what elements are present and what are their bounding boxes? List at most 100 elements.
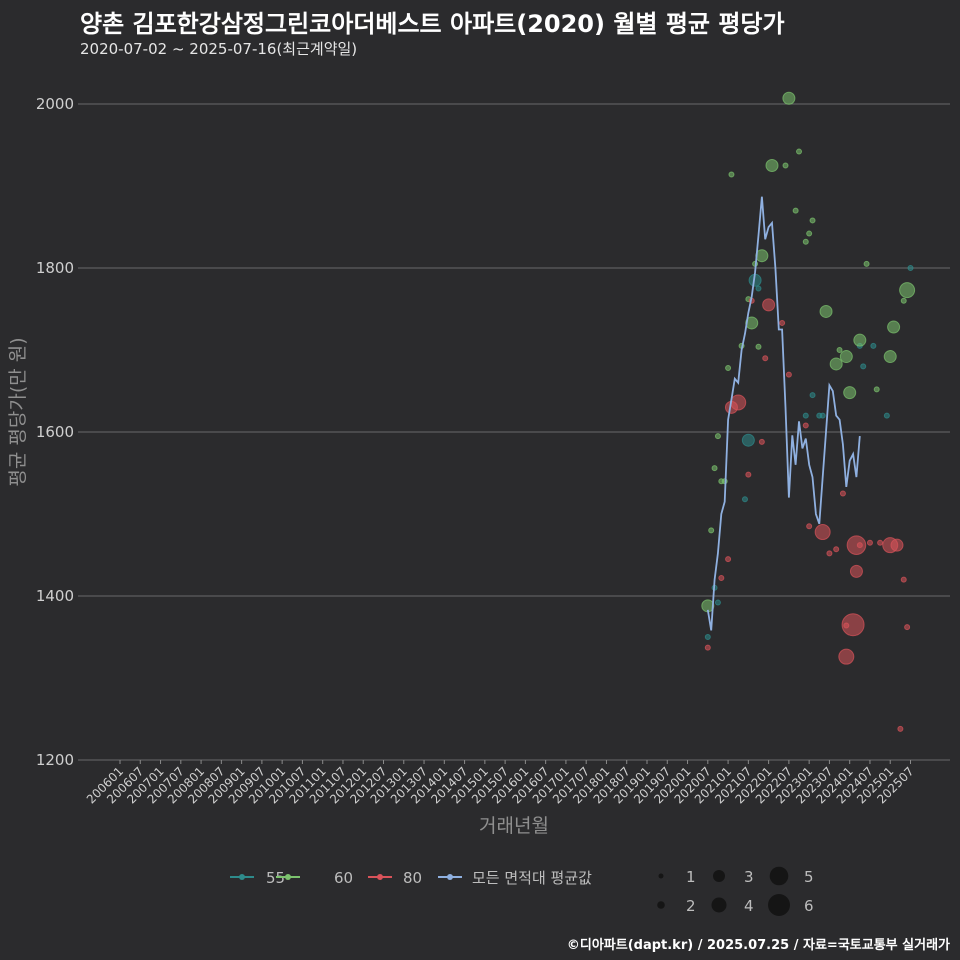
data-point-60 — [883, 350, 897, 364]
data-point-60 — [900, 297, 907, 304]
data-point-60 — [839, 350, 853, 364]
data-point-60 — [765, 159, 779, 172]
data-point-60 — [829, 357, 843, 371]
point-layer — [701, 91, 916, 732]
size-legend-dot — [657, 901, 665, 909]
data-point-80 — [866, 539, 873, 546]
data-point-80 — [762, 298, 776, 312]
legend-item-s80: 80 — [368, 869, 422, 887]
chart-subtitle: 2020-07-02 ~ 2025-07-16(최근계약일) — [80, 40, 358, 58]
legend-marker — [377, 874, 383, 880]
data-point-80 — [762, 355, 769, 362]
data-point-60 — [836, 347, 843, 353]
size-legend-label: 1 — [686, 868, 696, 886]
size-legend-dot — [713, 870, 725, 882]
size-legend-dot — [658, 873, 664, 879]
data-point-60 — [843, 386, 857, 400]
data-point-55 — [907, 265, 914, 271]
data-point-55 — [741, 496, 748, 503]
x-tick-layer: 2006012006072007012007072008012008072009… — [84, 760, 917, 807]
y-axis-title: 평균 평당가(만 원) — [7, 337, 29, 486]
data-point-60 — [745, 316, 759, 330]
size-legend-label: 3 — [744, 868, 754, 886]
grid-layer — [78, 103, 950, 761]
data-point-80 — [877, 539, 884, 546]
data-point-55 — [802, 412, 809, 419]
legend-label: 60 — [334, 869, 353, 887]
data-point-60 — [853, 333, 867, 347]
data-point-60 — [792, 207, 799, 214]
legend-item-s55: 55 — [230, 869, 285, 887]
average-line — [706, 196, 861, 631]
y-tick-label: 1600 — [36, 423, 74, 441]
data-point-80 — [897, 725, 904, 732]
legend-label: 모든 면적대 평균값 — [472, 869, 592, 887]
data-point-60 — [887, 320, 901, 334]
data-point-60 — [782, 91, 796, 105]
data-point-80 — [838, 648, 855, 665]
data-point-80 — [904, 624, 911, 631]
y-tick-label: 2000 — [36, 95, 74, 113]
legend-label: 55 — [266, 869, 285, 887]
y-tick-label: 1800 — [36, 259, 74, 277]
size-legend-dot — [769, 866, 789, 886]
data-point-80 — [846, 535, 867, 555]
data-point-60 — [725, 365, 732, 372]
y-tick-layer: 1200 1400 1600 1800 2000 — [36, 95, 74, 769]
data-point-80 — [718, 574, 725, 581]
data-point-80 — [839, 490, 846, 497]
data-point-80 — [730, 394, 747, 411]
y-tick-label: 1400 — [36, 587, 74, 605]
footer-credit: ©디아파트(dapt.kr) / 2025.07.25 / 자료=국토교통부 실… — [566, 938, 950, 953]
data-point-55 — [870, 342, 877, 349]
size-legend-label: 6 — [804, 897, 814, 915]
data-point-80 — [785, 371, 792, 378]
data-point-60 — [806, 230, 813, 237]
data-point-60 — [711, 465, 718, 472]
data-point-60 — [796, 148, 803, 155]
data-point-80 — [725, 556, 732, 563]
data-point-60 — [755, 343, 762, 350]
data-point-55 — [714, 599, 721, 606]
data-point-80 — [833, 546, 840, 553]
data-point-80 — [900, 576, 907, 583]
size-legend-dot — [711, 897, 727, 913]
data-point-55 — [755, 285, 762, 292]
size-legend-label: 2 — [686, 897, 696, 915]
data-point-80 — [704, 644, 711, 651]
data-point-60 — [708, 527, 715, 534]
data-point-55 — [883, 412, 890, 419]
data-point-80 — [890, 538, 904, 552]
y-tick-label: 1200 — [36, 751, 74, 769]
legend-marker — [285, 874, 291, 880]
size-legend: 1 2 3 4 5 6 — [657, 866, 814, 916]
data-point-80 — [745, 471, 752, 478]
data-point-80 — [856, 542, 863, 549]
legend: 55 60 80 모든 면적대 평균값 — [230, 869, 592, 887]
data-point-60 — [728, 171, 735, 178]
data-point-60 — [899, 282, 916, 299]
data-point-60 — [873, 386, 880, 393]
data-point-80 — [802, 422, 809, 429]
data-point-80 — [779, 319, 786, 326]
size-legend-label: 4 — [744, 897, 754, 915]
legend-item-avg: 모든 면적대 평균값 — [438, 869, 592, 887]
data-point-55 — [860, 363, 867, 370]
legend-marker — [239, 874, 245, 880]
data-point-80 — [849, 564, 863, 578]
data-point-60 — [809, 217, 816, 224]
legend-label: 80 — [403, 869, 422, 887]
data-point-55 — [704, 634, 711, 640]
data-point-60 — [782, 162, 789, 169]
data-point-60 — [819, 304, 833, 318]
x-axis-title: 거래년월 — [479, 815, 549, 837]
size-legend-dot — [768, 894, 790, 916]
data-point-80 — [841, 613, 865, 637]
line-layer — [706, 196, 861, 631]
data-point-55 — [809, 392, 816, 399]
data-point-60 — [863, 260, 870, 267]
data-point-60 — [802, 238, 809, 245]
data-point-80 — [814, 524, 831, 541]
data-point-80 — [826, 550, 833, 557]
